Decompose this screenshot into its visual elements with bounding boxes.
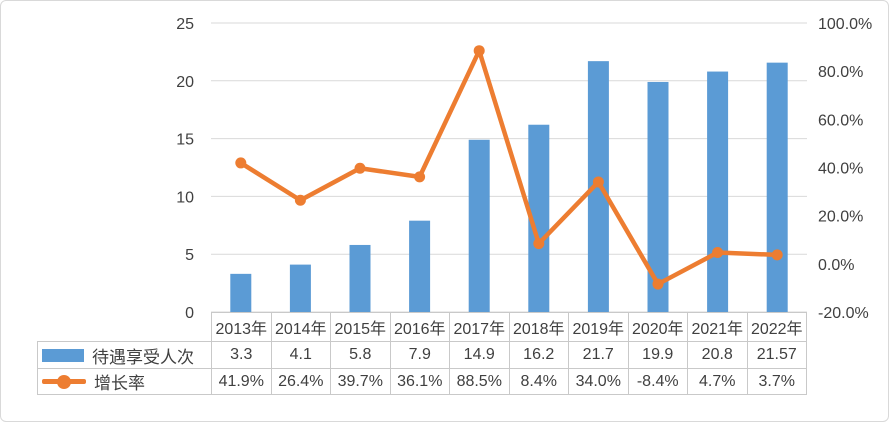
line-data-point xyxy=(414,171,426,183)
line-data-point xyxy=(771,249,783,261)
legend-bar-series: 待遇享受人次 xyxy=(37,341,212,369)
left-axis-tick: 10 xyxy=(176,189,194,206)
bar xyxy=(349,244,371,312)
bar xyxy=(289,264,311,312)
right-axis-tick: 20.0% xyxy=(818,209,863,226)
line-value-cell: 8.4% xyxy=(508,368,569,395)
line-data-point xyxy=(712,247,724,259)
left-axis-tick: 25 xyxy=(176,16,194,33)
bar xyxy=(409,220,431,312)
bar-value-cell: 4.1 xyxy=(270,341,331,369)
bar xyxy=(528,124,550,312)
bar-value-cell: 16.2 xyxy=(508,341,569,369)
year-header-cell: 2015年 xyxy=(330,312,391,342)
bar-value-cell: 3.3 xyxy=(211,341,272,369)
bar xyxy=(707,71,729,312)
data-table: 2013年 2014年 2015年 2016年 2017年 2018年 2019年 2020年… xyxy=(37,312,807,395)
bar-value-cell: 20.8 xyxy=(687,341,748,369)
right-axis-tick: 100.0% xyxy=(818,16,872,33)
bar-legend-swatch xyxy=(42,348,84,362)
bar xyxy=(230,273,252,312)
bar-series-name: 待遇享受人次 xyxy=(92,347,194,367)
bar-value-cell: 21.57 xyxy=(746,341,807,369)
line-data-point xyxy=(652,278,664,290)
year-header-cell: 2021年 xyxy=(687,312,748,342)
line-value-cell: 39.7% xyxy=(330,368,391,395)
right-axis-tick: 80.0% xyxy=(818,64,863,81)
line-value-cell: 41.9% xyxy=(211,368,272,395)
table-corner xyxy=(38,313,212,342)
line-series-name: 增长率 xyxy=(94,374,145,393)
year-header-cell: 2013年 xyxy=(211,312,272,342)
year-header-cell: 2014年 xyxy=(270,312,331,342)
right-axis-tick: 40.0% xyxy=(818,161,863,178)
line-value-cell: 4.7% xyxy=(687,368,748,395)
right-axis-tick: 0.0% xyxy=(818,257,854,274)
bar-value-cell: 14.9 xyxy=(449,341,510,369)
left-axis-tick: 20 xyxy=(176,74,194,91)
line-data-point xyxy=(235,157,247,169)
line-data-point xyxy=(473,45,485,57)
line-value-cell: 36.1% xyxy=(389,368,450,395)
left-axis-tick: 0 xyxy=(185,305,194,322)
legend-line-series: 增长率 xyxy=(37,368,212,395)
line-data-point xyxy=(533,238,545,250)
left-axis-tick: 15 xyxy=(176,132,194,149)
bar-value-cell: 21.7 xyxy=(568,341,629,369)
line-value-cell: 34.0% xyxy=(568,368,629,395)
left-axis-tick: 5 xyxy=(185,247,194,264)
right-axis-tick: -20.0% xyxy=(818,305,869,322)
bar-value-cell: 19.9 xyxy=(627,341,688,369)
line-value-cell: 88.5% xyxy=(449,368,510,395)
year-header-cell: 2020年 xyxy=(627,312,688,342)
bar xyxy=(766,62,788,312)
line-value-cell: 3.7% xyxy=(746,368,807,395)
line-data-point xyxy=(354,162,366,174)
line-data-point xyxy=(294,194,306,206)
bar xyxy=(647,81,669,313)
bar xyxy=(468,139,490,312)
right-axis-tick: 60.0% xyxy=(818,112,863,129)
bar-value-cell: 7.9 xyxy=(389,341,450,369)
year-header-cell: 2016年 xyxy=(389,312,450,342)
line-legend-swatch xyxy=(42,374,86,389)
year-header-cell: 2017年 xyxy=(449,312,510,342)
year-header-cell: 2018年 xyxy=(508,312,569,342)
bar-value-cell: 5.8 xyxy=(330,341,391,369)
year-header-cell: 2019年 xyxy=(568,312,629,342)
growth-line xyxy=(238,48,780,287)
line-data-point xyxy=(592,176,604,188)
year-header-cell: 2022年 xyxy=(746,312,807,342)
line-value-cell: -8.4% xyxy=(627,368,688,395)
line-value-cell: 26.4% xyxy=(270,368,331,395)
